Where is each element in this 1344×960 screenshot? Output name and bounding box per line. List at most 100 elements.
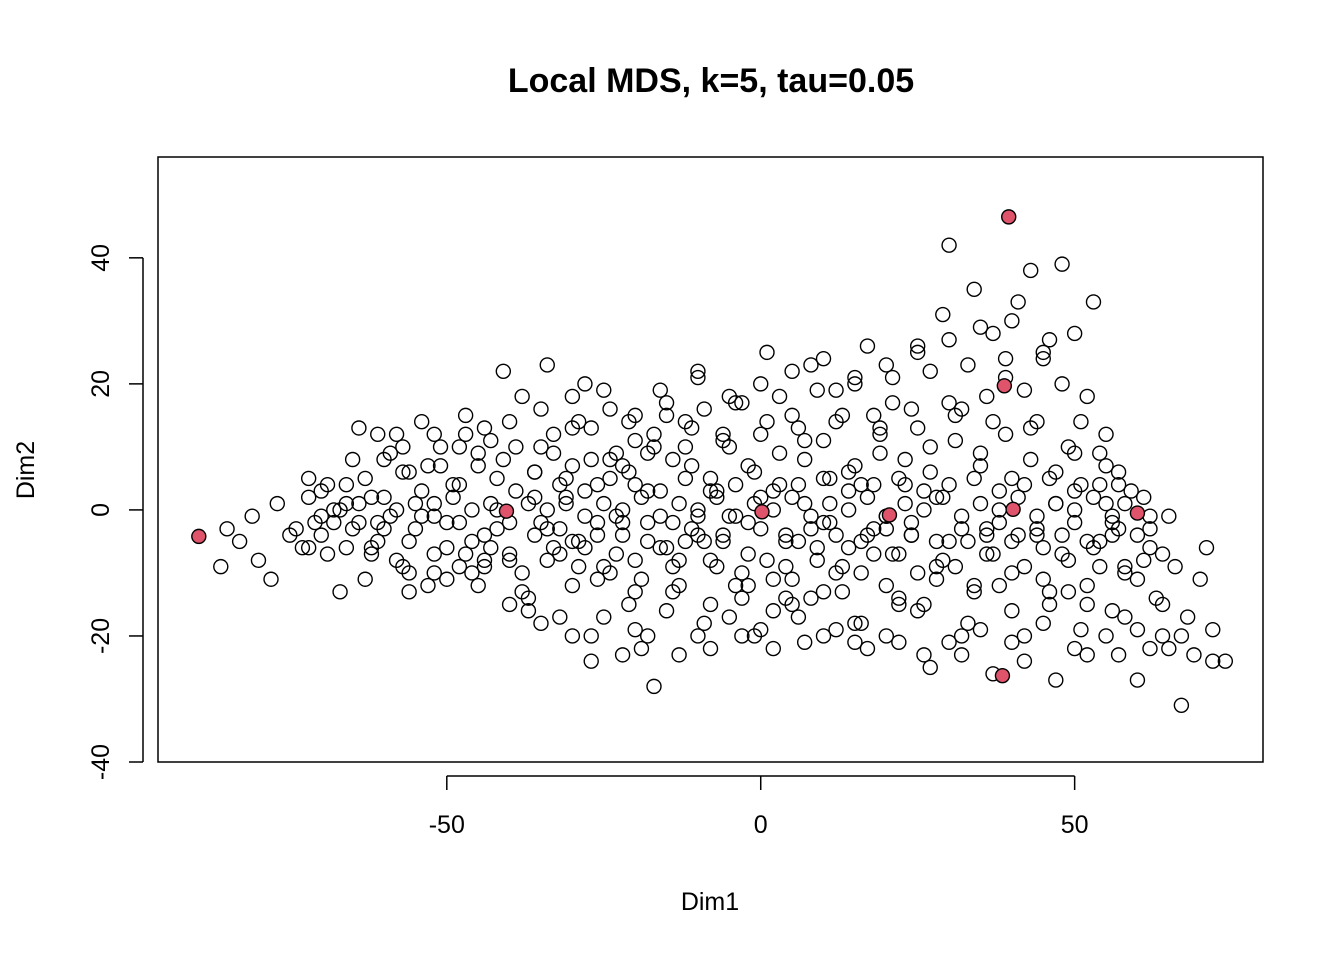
data-point [721,508,738,524]
data-point [866,477,882,493]
data-point [859,338,876,354]
data-point [690,628,706,644]
data-point [357,470,373,487]
data-point [640,533,656,550]
data-point [508,483,524,499]
data-point [966,577,982,594]
data-point [840,502,857,518]
data-point [1060,552,1077,569]
data-point [734,590,750,606]
data-point [1004,470,1020,487]
data-point [677,470,694,487]
data-point [1217,653,1234,669]
data-point [489,521,505,537]
data-point [395,464,411,480]
data-point [972,445,989,461]
data-point [420,577,436,594]
data-point [985,546,1001,562]
data-point [715,533,731,550]
data-point [583,653,599,669]
data-point [753,426,769,442]
data-point [627,621,643,638]
data-point [979,521,995,537]
data-point [809,382,825,398]
data-point [646,678,662,695]
data-point [583,628,599,644]
data-point [596,609,612,625]
data-point [432,439,449,455]
data-point [1192,571,1208,587]
data-point [922,464,938,480]
data-point [326,514,342,531]
data-point [765,640,781,657]
data-point [941,332,957,348]
points-layer [191,209,1234,713]
data-point [407,495,424,512]
data-point [646,426,662,442]
data-point [633,489,650,506]
data-point [338,540,355,556]
data-point [790,533,807,550]
data-point [533,401,549,417]
data-point [922,659,938,676]
data-point [665,558,681,575]
data-point [822,470,838,487]
y-tick-label: 20 [87,370,115,398]
data-point [916,502,932,518]
data-point [1205,653,1221,669]
data-point [370,514,386,531]
plot-area-frame [157,156,1264,763]
data-point [1041,596,1058,613]
data-point [1142,508,1158,524]
data-point [520,603,537,619]
data-point [527,527,543,543]
data-point [470,577,486,594]
data-point [690,369,706,386]
data-point [953,647,970,663]
data-point [527,489,543,506]
data-point [1035,350,1051,367]
data-point [457,426,474,442]
data-point [370,426,386,442]
data-point [351,514,367,531]
data-point [891,546,907,562]
data-point [891,634,907,650]
data-point [972,319,989,335]
data-point [501,596,518,613]
data-point [665,514,681,531]
data-point [859,489,876,506]
y-axis-label: Dim2 [12,441,40,499]
data-point [451,558,468,575]
data-point [815,432,832,449]
data-point [244,508,260,524]
data-point [583,420,599,436]
data-point [1123,483,1139,499]
data-point [539,521,555,537]
data-point [577,540,593,556]
highlighted-point [994,667,1011,684]
data-point [847,615,863,632]
data-point [652,540,668,556]
data-point [558,495,574,512]
data-point [1167,558,1183,575]
x-tick-label: 0 [754,811,768,839]
data-point [426,495,442,512]
data-point [828,382,844,398]
data-point [1098,458,1114,474]
data-point [627,407,643,424]
data-point [583,451,599,468]
data-point [357,571,373,587]
data-point [1016,558,1033,575]
data-point [702,483,719,499]
data-point [426,565,442,581]
highlighted-point [1001,209,1017,225]
data-point [909,603,926,619]
data-point [476,527,493,543]
data-point [935,489,951,506]
data-point [941,533,957,550]
data-point [445,477,461,493]
data-point [847,376,863,392]
data-point [552,521,568,537]
data-point [715,527,731,543]
data-point [413,483,430,499]
